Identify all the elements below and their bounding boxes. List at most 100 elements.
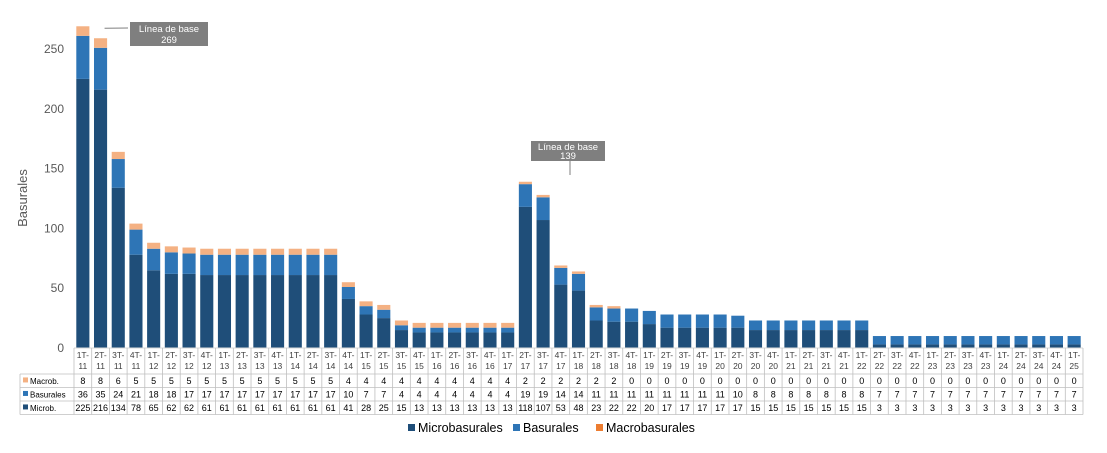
table-cell: 5 [275,376,280,386]
bar-segment-basurales [200,254,214,276]
table-cell: 15 [839,403,849,413]
category-label: 13 [237,361,247,371]
table-cell: 17 [237,389,247,399]
category-label: 1T- [360,350,372,360]
table-cell: 17 [308,389,318,399]
table-cell: 61 [219,403,229,413]
bar-segment-microbasurales [784,330,798,348]
bar-segment-microbasurales [731,327,745,348]
table-cell: 17 [697,403,707,413]
bar-segment-basurales [377,309,391,319]
category-label: 24 [1052,361,1062,371]
table-cell: 0 [771,376,776,386]
bar-segment-basurales [554,267,568,285]
bar-segment-macrobasurales [164,246,178,253]
bar-segment-basurales [731,315,745,328]
category-label: 4T- [484,350,496,360]
category-label: 3T- [608,350,620,360]
bar-segment-microbasurales [359,314,373,348]
table-cell: 62 [166,403,176,413]
table-cell: 0 [1001,376,1006,386]
table-cell: 7 [1072,389,1077,399]
category-label: 1T- [289,350,301,360]
table-cell: 17 [255,389,265,399]
table-cell: 7 [912,389,917,399]
table-cell: 0 [983,376,988,386]
table-cell: 4 [417,389,422,399]
table-cell: 20 [644,403,654,413]
bar-segment-microbasurales [324,275,338,348]
category-label: 20 [768,361,778,371]
category-label: 1T- [77,350,89,360]
table-cell: 13 [414,403,424,413]
table-cell: 8 [842,389,847,399]
table-cell: 7 [877,389,882,399]
table-cell: 0 [1019,376,1024,386]
table-cell: 7 [381,389,386,399]
row-label: Macrob. [30,377,59,386]
category-label: 19 [645,361,655,371]
table-cell: 61 [255,403,265,413]
category-label: 20 [733,361,743,371]
bar-segment-microbasurales [837,330,851,348]
category-label: 12 [184,361,194,371]
bar-segment-microbasurales [217,275,232,348]
table-cell: 3 [1019,403,1024,413]
table-cell: 2 [576,376,581,386]
bar-segment-basurales [837,320,851,331]
table-cell: 8 [771,389,776,399]
table-cell: 6 [116,376,121,386]
category-label: 4T- [413,350,425,360]
bar-segment-microbasurales [377,318,391,348]
bar-segment-basurales [341,287,355,299]
legend-key [408,424,415,431]
bar-segment-basurales [908,336,922,345]
category-label: 1T- [148,350,160,360]
category-label: 18 [609,361,619,371]
category-label: 1T- [856,350,868,360]
table-cell: 0 [1036,376,1041,386]
bar-segment-macrobasurales [200,248,214,255]
bar-segment-basurales [483,327,497,333]
bar-segment-microbasurales [1049,344,1063,348]
bar-segment-microbasurales [660,327,674,348]
bar-segment-basurales [678,314,692,328]
bar-segment-basurales [359,306,373,315]
category-label: 2T- [802,350,814,360]
category-label: 15 [379,361,389,371]
category-label: 2T- [873,350,885,360]
bar-segment-basurales [925,336,940,345]
table-cell: 22 [609,403,619,413]
table-cell: 17 [273,389,283,399]
table-cell: 4 [417,376,422,386]
table-cell: 15 [396,403,406,413]
table-cell: 3 [912,403,917,413]
category-label: 4T- [342,350,354,360]
bar-segment-macrobasurales [359,301,373,307]
table-cell: 0 [753,376,758,386]
category-label: 20 [715,361,725,371]
table-cell: 4 [505,376,510,386]
table-cell: 4 [381,376,386,386]
table-cell: 13 [485,403,495,413]
table-cell: 3 [877,403,882,413]
category-label: 12 [149,361,159,371]
bar-segment-basurales [890,336,904,345]
bar-segment-microbasurales [925,344,940,348]
bar-segment-macrobasurales [536,194,550,198]
table-cell: 0 [735,376,740,386]
bar-segment-basurales [713,314,727,328]
bar-segment-basurales [660,314,674,328]
bar-segment-microbasurales [625,321,639,348]
bar-segment-basurales [589,307,603,321]
legend-entry: Microbasurales [418,421,503,435]
bar-segment-microbasurales [713,327,727,348]
table-cell: 18 [149,389,159,399]
table-cell: 0 [877,376,882,386]
category-label: 14 [308,361,318,371]
table-cell: 11 [662,389,671,399]
bar-segment-basurales [111,159,125,188]
category-label: 22 [875,361,885,371]
bar-segment-basurales [1014,336,1028,345]
table-cell: 5 [133,376,138,386]
